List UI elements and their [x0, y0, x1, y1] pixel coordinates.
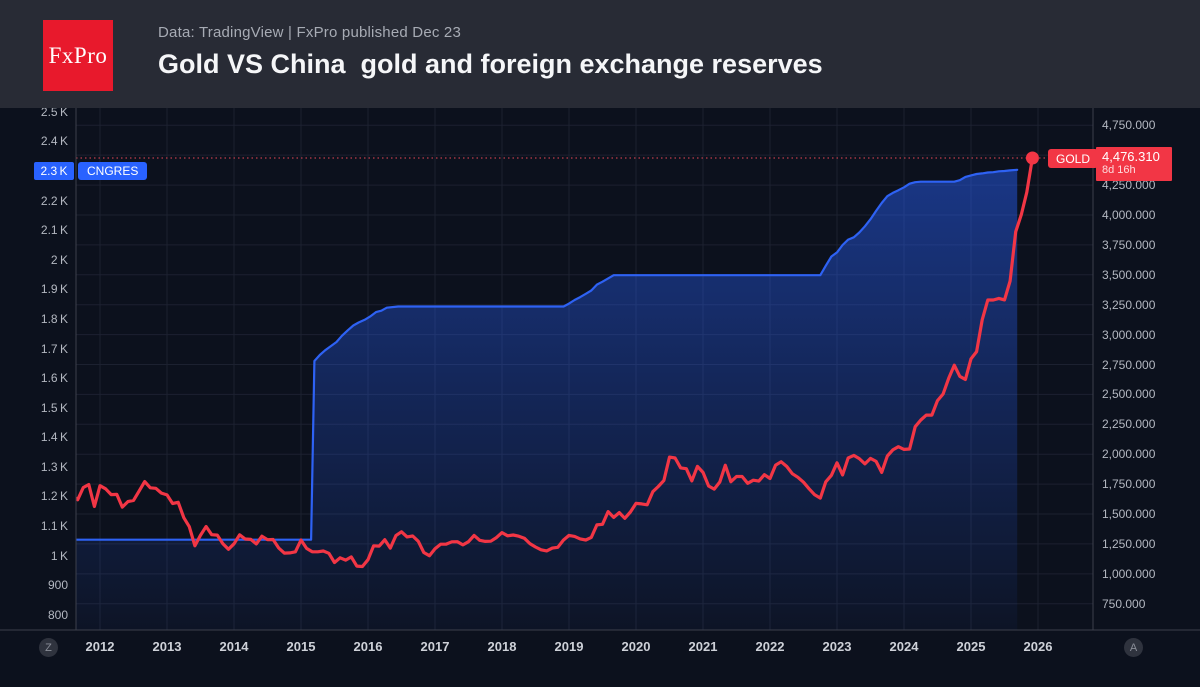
- left-axis-tick: 1.2 K: [40, 489, 68, 504]
- left-scale-reset-label: Z: [45, 641, 52, 654]
- left-axis-tick: 2.2 K: [40, 193, 68, 208]
- left-axis-tick: 1.5 K: [40, 400, 68, 415]
- header: FxPro Data: TradingView | FxPro publishe…: [0, 0, 1200, 108]
- gold-series-label[interactable]: GOLD: [1048, 149, 1099, 168]
- right-axis-tick: 3,250.000: [1102, 297, 1156, 312]
- time-axis-tick: 2024: [889, 639, 919, 654]
- right-axis-tick: 3,500.000: [1102, 267, 1156, 282]
- left-axis-tick: 1.4 K: [40, 430, 68, 445]
- cngres-last-value: 2.3 K: [40, 164, 68, 178]
- cngres-last-value-label: 2.3 K: [34, 162, 74, 180]
- right-axis-tick: 1,750.000: [1102, 477, 1156, 492]
- right-axis-tick: 2,500.000: [1102, 387, 1156, 402]
- right-scale-reset-label: A: [1129, 641, 1138, 654]
- time-axis-tick: 2020: [621, 639, 651, 654]
- axis-borders: [0, 108, 1200, 631]
- left-axis-tick: 1.7 K: [40, 341, 68, 356]
- right-axis-tick: 4,750.000: [1102, 118, 1156, 133]
- right-axis-tick: 3,000.000: [1102, 327, 1156, 342]
- left-axis-tick: 900: [47, 578, 68, 593]
- time-axis-tick: 2015: [286, 639, 316, 654]
- time-axis-tick: 2023: [822, 639, 852, 654]
- time-axis-tick: 2018: [487, 639, 517, 654]
- right-axis-tick: 2,750.000: [1102, 357, 1156, 372]
- left-axis-tick: 2 K: [50, 252, 68, 267]
- cngres-line: [76, 168, 1019, 541]
- right-axis-tick: 4,250.000: [1102, 178, 1156, 193]
- left-axis-tick: 1.9 K: [40, 282, 68, 297]
- header-text: Data: TradingView | FxPro published Dec …: [158, 24, 823, 80]
- time-axis-tick: 2025: [956, 639, 986, 654]
- left-axis-tick: 1.3 K: [40, 459, 68, 474]
- right-axis-tick: 2,250.000: [1102, 417, 1156, 432]
- time-axis-tick: 2016: [353, 639, 383, 654]
- right-axis-tick: 1,000.000: [1102, 566, 1156, 581]
- gold-last-point-marker: [1025, 151, 1039, 165]
- left-axis-tick: 2.4 K: [40, 134, 68, 149]
- chart-pane[interactable]: [76, 108, 1093, 630]
- right-axis-tick: 750.000: [1102, 596, 1146, 611]
- left-scale-reset-button[interactable]: Z: [39, 638, 58, 657]
- left-axis-tick: 2.1 K: [40, 223, 68, 238]
- gold-price-value: 4,476.310: [1102, 149, 1160, 164]
- time-axis-tick: 2012: [85, 639, 115, 654]
- source-line: Data: TradingView | FxPro published Dec …: [158, 24, 462, 41]
- gold-bar-countdown: 8d 16h: [1102, 164, 1136, 176]
- cngres-series-label[interactable]: CNGRES: [78, 162, 148, 180]
- fxpro-logo-text: FxPro: [48, 42, 108, 68]
- time-axis-tick: 2019: [554, 639, 584, 654]
- time-axis-tick: 2022: [755, 639, 785, 654]
- left-axis-tick: 1.8 K: [40, 311, 68, 326]
- cngres-area: [76, 169, 1018, 630]
- left-axis-tick: 1.1 K: [40, 519, 68, 534]
- fxpro-logo: FxPro: [43, 20, 113, 91]
- left-axis-tick: 2.5 K: [40, 104, 68, 119]
- right-axis-tick: 3,750.000: [1102, 237, 1156, 252]
- left-axis-tick: 1 K: [50, 548, 68, 563]
- time-axis-tick: 2017: [420, 639, 450, 654]
- page-title: Gold VS China gold and foreign exchange …: [158, 49, 823, 79]
- time-axis-tick: 2014: [219, 639, 249, 654]
- right-axis-tick: 1,500.000: [1102, 507, 1156, 522]
- left-axis-tick: 800: [47, 607, 68, 622]
- cngres-series-name: CNGRES: [87, 164, 139, 178]
- time-axis-tick: 2026: [1023, 639, 1053, 654]
- time-axis-tick: 2021: [688, 639, 718, 654]
- right-scale-reset-button[interactable]: A: [1124, 638, 1143, 657]
- gold-price-label: 4,476.310 8d 16h: [1096, 147, 1172, 181]
- left-axis-tick: 1.6 K: [40, 371, 68, 386]
- time-axis-tick: 2013: [152, 639, 182, 654]
- right-axis-tick: 4,000.000: [1102, 207, 1156, 222]
- right-axis-tick: 1,250.000: [1102, 536, 1156, 551]
- gold-line: [76, 156, 1034, 569]
- gold-series-name: GOLD: [1056, 151, 1091, 166]
- right-axis-tick: 2,000.000: [1102, 447, 1156, 462]
